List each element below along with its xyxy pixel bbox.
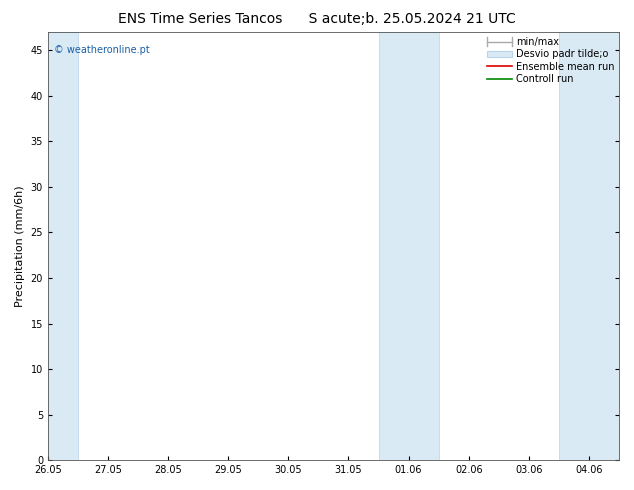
- Y-axis label: Precipitation (mm/6h): Precipitation (mm/6h): [15, 185, 25, 307]
- Bar: [559, 32, 619, 460]
- Text: ENS Time Series Tancos      S acute;b. 25.05.2024 21 UTC: ENS Time Series Tancos S acute;b. 25.05.…: [118, 12, 516, 26]
- Text: © weatheronline.pt: © weatheronline.pt: [54, 45, 150, 55]
- Legend: min/max, Desvio padr tilde;o, Ensemble mean run, Controll run: min/max, Desvio padr tilde;o, Ensemble m…: [484, 34, 617, 87]
- Bar: [378, 32, 439, 460]
- Bar: [18, 32, 78, 460]
